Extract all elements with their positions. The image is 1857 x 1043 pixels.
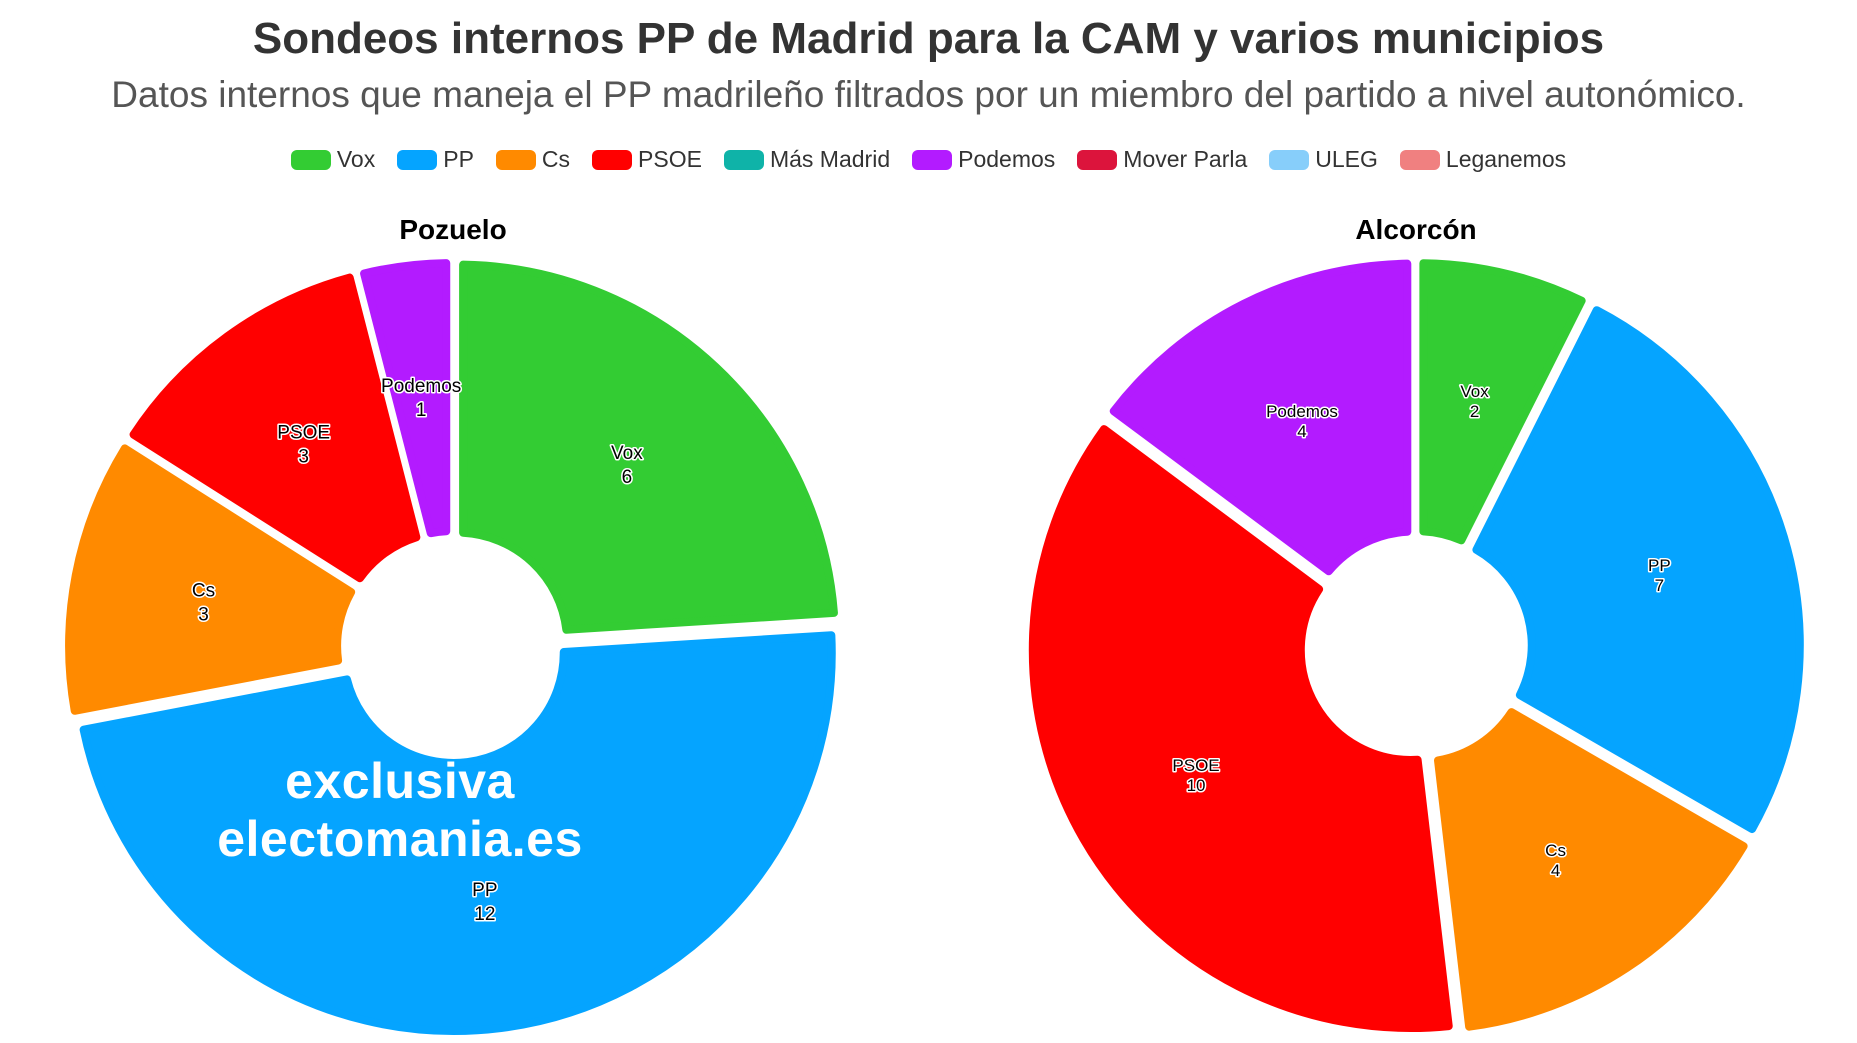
slice-label-value: 3 xyxy=(198,604,209,625)
slice-label-value: 6 xyxy=(622,467,633,488)
chart-title: Sondeos internos PP de Madrid para la CA… xyxy=(252,14,1605,63)
slice-cs[interactable] xyxy=(65,444,356,715)
legend-swatch xyxy=(592,149,633,170)
slice-label-name: PP xyxy=(1648,556,1671,575)
legend-label: Podemos xyxy=(958,146,1056,172)
pie-title-pozuelo: Pozuelo xyxy=(399,214,507,245)
donut-pozuelo: Vox 6 PP 12 Cs 3 PSOE 3 Podemos 1 xyxy=(65,259,838,1035)
slice-label-name: Podemos xyxy=(381,376,461,397)
legend-label: Cs xyxy=(541,146,571,172)
slice-label-name: Vox xyxy=(1460,382,1489,401)
slice-label-value: 7 xyxy=(1655,576,1664,595)
legend-label: Vox xyxy=(336,146,376,172)
slice-label-value: 12 xyxy=(474,904,495,925)
slice-label-value: 4 xyxy=(1551,861,1560,880)
legend-label: PP xyxy=(443,146,474,172)
legend-swatch xyxy=(912,149,953,170)
legend: Vox PP Cs PSOE Más Madrid Podemos Mover Parla U… xyxy=(0,146,1857,173)
legend-swatch xyxy=(495,149,536,170)
legend-swatch xyxy=(1269,149,1310,170)
legend-swatch xyxy=(290,149,331,170)
slice-label-value: 4 xyxy=(1297,422,1306,441)
legend-swatch xyxy=(1077,149,1118,170)
legend-label: ULEG xyxy=(1315,146,1378,172)
slice-label-value: 3 xyxy=(298,447,309,468)
slice-label-value: 10 xyxy=(1187,776,1206,795)
legend-item-leganemos[interactable]: Leganemos xyxy=(1399,146,1567,173)
legend-swatch xyxy=(397,149,438,170)
legend-item-m-s-madrid[interactable]: Más Madrid xyxy=(723,146,891,173)
legend-item-psoe[interactable]: PSOE xyxy=(592,146,702,173)
legend-label: PSOE xyxy=(638,146,702,172)
slice-label-name: PP xyxy=(472,880,497,901)
legend-label: Mover Parla xyxy=(1123,146,1248,172)
legend-item-cs[interactable]: Cs xyxy=(495,146,571,173)
slice-cs[interactable] xyxy=(1434,708,1748,1031)
slice-psoe[interactable] xyxy=(129,273,421,583)
legend-swatch xyxy=(1399,149,1440,170)
watermark: exclusiva electomania.es xyxy=(217,753,583,867)
slice-label-name: Cs xyxy=(1545,841,1566,860)
slice-label-name: PSOE xyxy=(277,423,330,444)
legend-item-pp[interactable]: PP xyxy=(397,146,474,173)
legend-item-podemos[interactable]: Podemos xyxy=(912,146,1055,173)
legend-item-mover-parla[interactable]: Mover Parla xyxy=(1077,146,1247,173)
pie-title-alcorcon: Alcorcón xyxy=(1355,214,1477,245)
legend-label: Más Madrid xyxy=(769,146,891,172)
legend-label: Leganemos xyxy=(1445,146,1567,172)
slice-vox[interactable] xyxy=(459,260,838,634)
legend-item-vox[interactable]: Vox xyxy=(290,146,376,173)
legend-swatch xyxy=(723,149,764,170)
slice-pp[interactable] xyxy=(1472,306,1804,834)
slice-psoe[interactable] xyxy=(1028,425,1453,1032)
slice-label-value: 1 xyxy=(416,400,427,421)
chart-subtitle: Datos internos que maneja el PP madrileñ… xyxy=(111,74,1746,115)
slice-label-value: 2 xyxy=(1470,402,1479,421)
slice-label-name: Vox xyxy=(611,443,643,464)
legend-item-uleg[interactable]: ULEG xyxy=(1269,146,1378,173)
slice-label-name: Podemos xyxy=(1266,402,1338,421)
slice-podemos[interactable] xyxy=(1109,259,1412,576)
slice-vox[interactable] xyxy=(1419,259,1586,545)
slice-podemos[interactable] xyxy=(360,259,451,538)
slice-label-name: Cs xyxy=(192,580,215,601)
slice-label-name: PSOE xyxy=(1172,756,1219,775)
slice-pp[interactable] xyxy=(79,631,836,1035)
